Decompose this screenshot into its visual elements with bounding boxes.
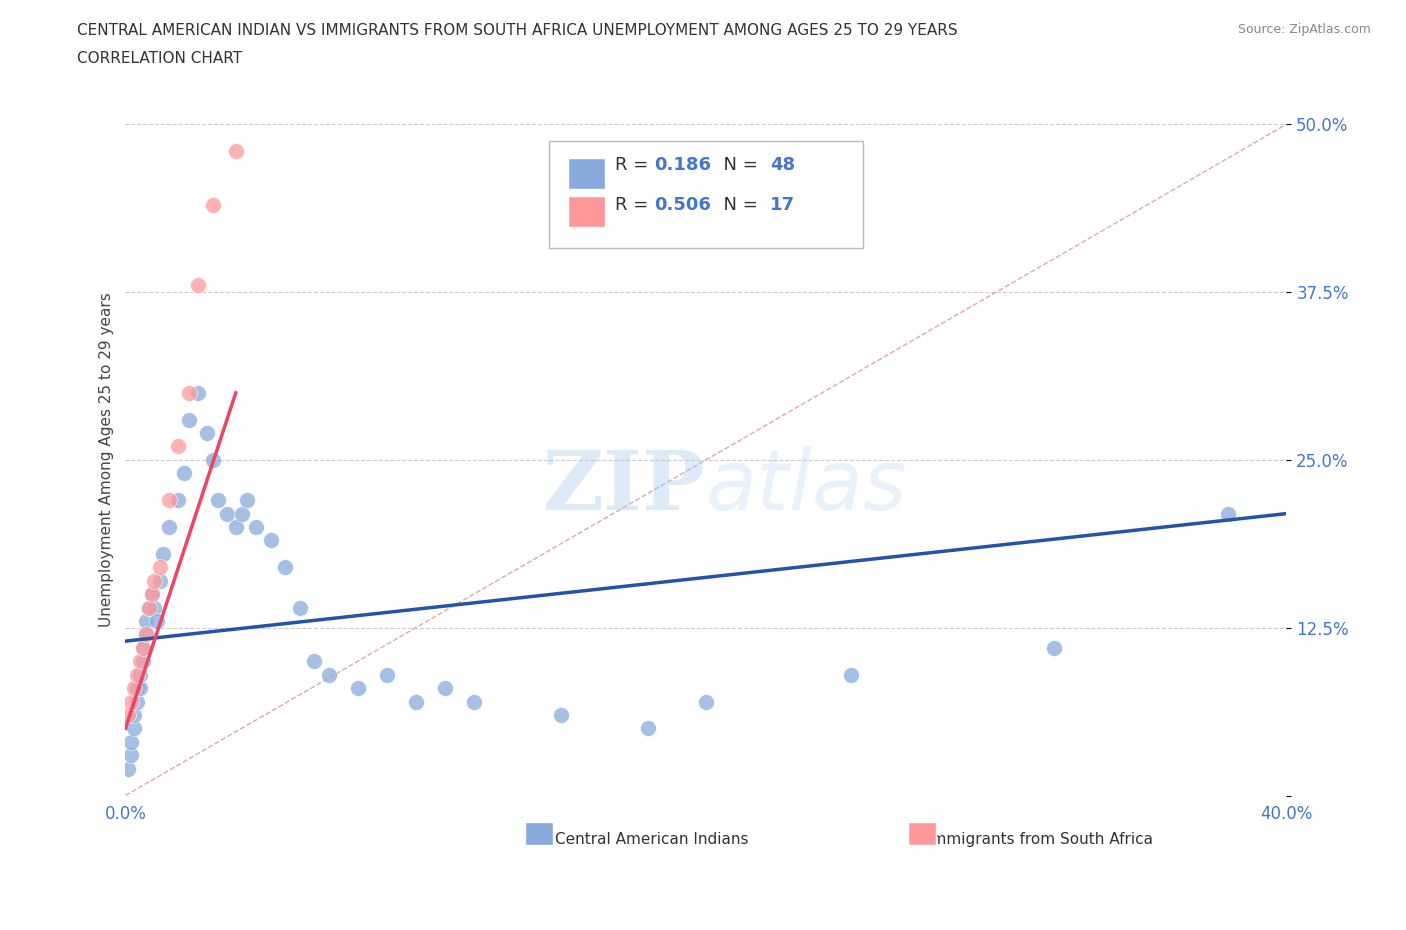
Point: [117, 762, 139, 777]
Point: [179, 412, 201, 427]
Point: [550, 708, 572, 723]
Point: [207, 493, 229, 508]
Point: [149, 573, 172, 588]
FancyBboxPatch shape: [524, 822, 553, 844]
Point: [187, 385, 209, 400]
Point: [225, 144, 247, 159]
FancyBboxPatch shape: [550, 141, 863, 248]
Point: [125, 681, 148, 696]
Point: [695, 694, 717, 709]
Point: [143, 573, 166, 588]
Text: 17: 17: [770, 196, 794, 214]
Point: [195, 426, 218, 441]
Text: atlas: atlas: [706, 446, 908, 527]
Point: [122, 681, 145, 696]
Point: [120, 748, 142, 763]
Point: [346, 681, 368, 696]
Text: CORRELATION CHART: CORRELATION CHART: [77, 51, 242, 66]
Point: [143, 600, 166, 615]
Point: [138, 600, 160, 615]
Point: [141, 587, 163, 602]
Point: [135, 627, 157, 642]
Point: [120, 735, 142, 750]
Point: [225, 520, 247, 535]
Point: [405, 694, 427, 709]
Point: [129, 681, 152, 696]
Point: [125, 667, 148, 682]
Point: [201, 197, 224, 212]
Point: [157, 520, 180, 535]
Text: ZIP: ZIP: [543, 446, 706, 526]
Point: [157, 493, 180, 508]
Point: [122, 721, 145, 736]
Point: [839, 667, 862, 682]
Point: [132, 654, 155, 669]
Point: [1218, 506, 1240, 521]
Text: Source: ZipAtlas.com: Source: ZipAtlas.com: [1237, 23, 1371, 36]
FancyBboxPatch shape: [568, 196, 605, 227]
Text: R =: R =: [616, 196, 654, 214]
Point: [152, 547, 174, 562]
Point: [129, 667, 152, 682]
Point: [288, 600, 311, 615]
Point: [375, 667, 398, 682]
Point: [125, 694, 148, 709]
Point: [463, 694, 485, 709]
Point: [166, 439, 188, 454]
Point: [637, 721, 659, 736]
Point: [187, 278, 209, 293]
Point: [120, 694, 142, 709]
FancyBboxPatch shape: [568, 158, 605, 189]
Point: [135, 627, 157, 642]
Point: [433, 681, 456, 696]
FancyBboxPatch shape: [908, 822, 936, 844]
Point: [138, 600, 160, 615]
Point: [135, 614, 157, 629]
Point: [1043, 641, 1066, 656]
Text: 0.506: 0.506: [654, 196, 710, 214]
Text: 48: 48: [770, 156, 794, 174]
Text: R =: R =: [616, 156, 654, 174]
Point: [132, 641, 155, 656]
Point: [146, 614, 169, 629]
Point: [173, 466, 195, 481]
Point: [245, 520, 267, 535]
Point: [215, 506, 238, 521]
Point: [259, 533, 281, 548]
Point: [132, 641, 155, 656]
Text: Immigrants from South Africa: Immigrants from South Africa: [927, 832, 1153, 847]
Point: [149, 560, 172, 575]
Text: N =: N =: [711, 156, 763, 174]
Point: [201, 453, 224, 468]
Point: [274, 560, 297, 575]
Y-axis label: Unemployment Among Ages 25 to 29 years: Unemployment Among Ages 25 to 29 years: [100, 293, 114, 627]
Point: [166, 493, 188, 508]
Point: [122, 708, 145, 723]
Point: [129, 654, 152, 669]
Point: [231, 506, 253, 521]
Point: [318, 667, 340, 682]
Text: Central American Indians: Central American Indians: [555, 832, 748, 847]
Text: 0.186: 0.186: [654, 156, 710, 174]
Point: [179, 385, 201, 400]
Text: CENTRAL AMERICAN INDIAN VS IMMIGRANTS FROM SOUTH AFRICA UNEMPLOYMENT AMONG AGES : CENTRAL AMERICAN INDIAN VS IMMIGRANTS FR…: [77, 23, 957, 38]
Point: [141, 587, 163, 602]
Point: [302, 654, 325, 669]
Point: [236, 493, 259, 508]
Point: [117, 708, 139, 723]
Text: N =: N =: [711, 196, 763, 214]
